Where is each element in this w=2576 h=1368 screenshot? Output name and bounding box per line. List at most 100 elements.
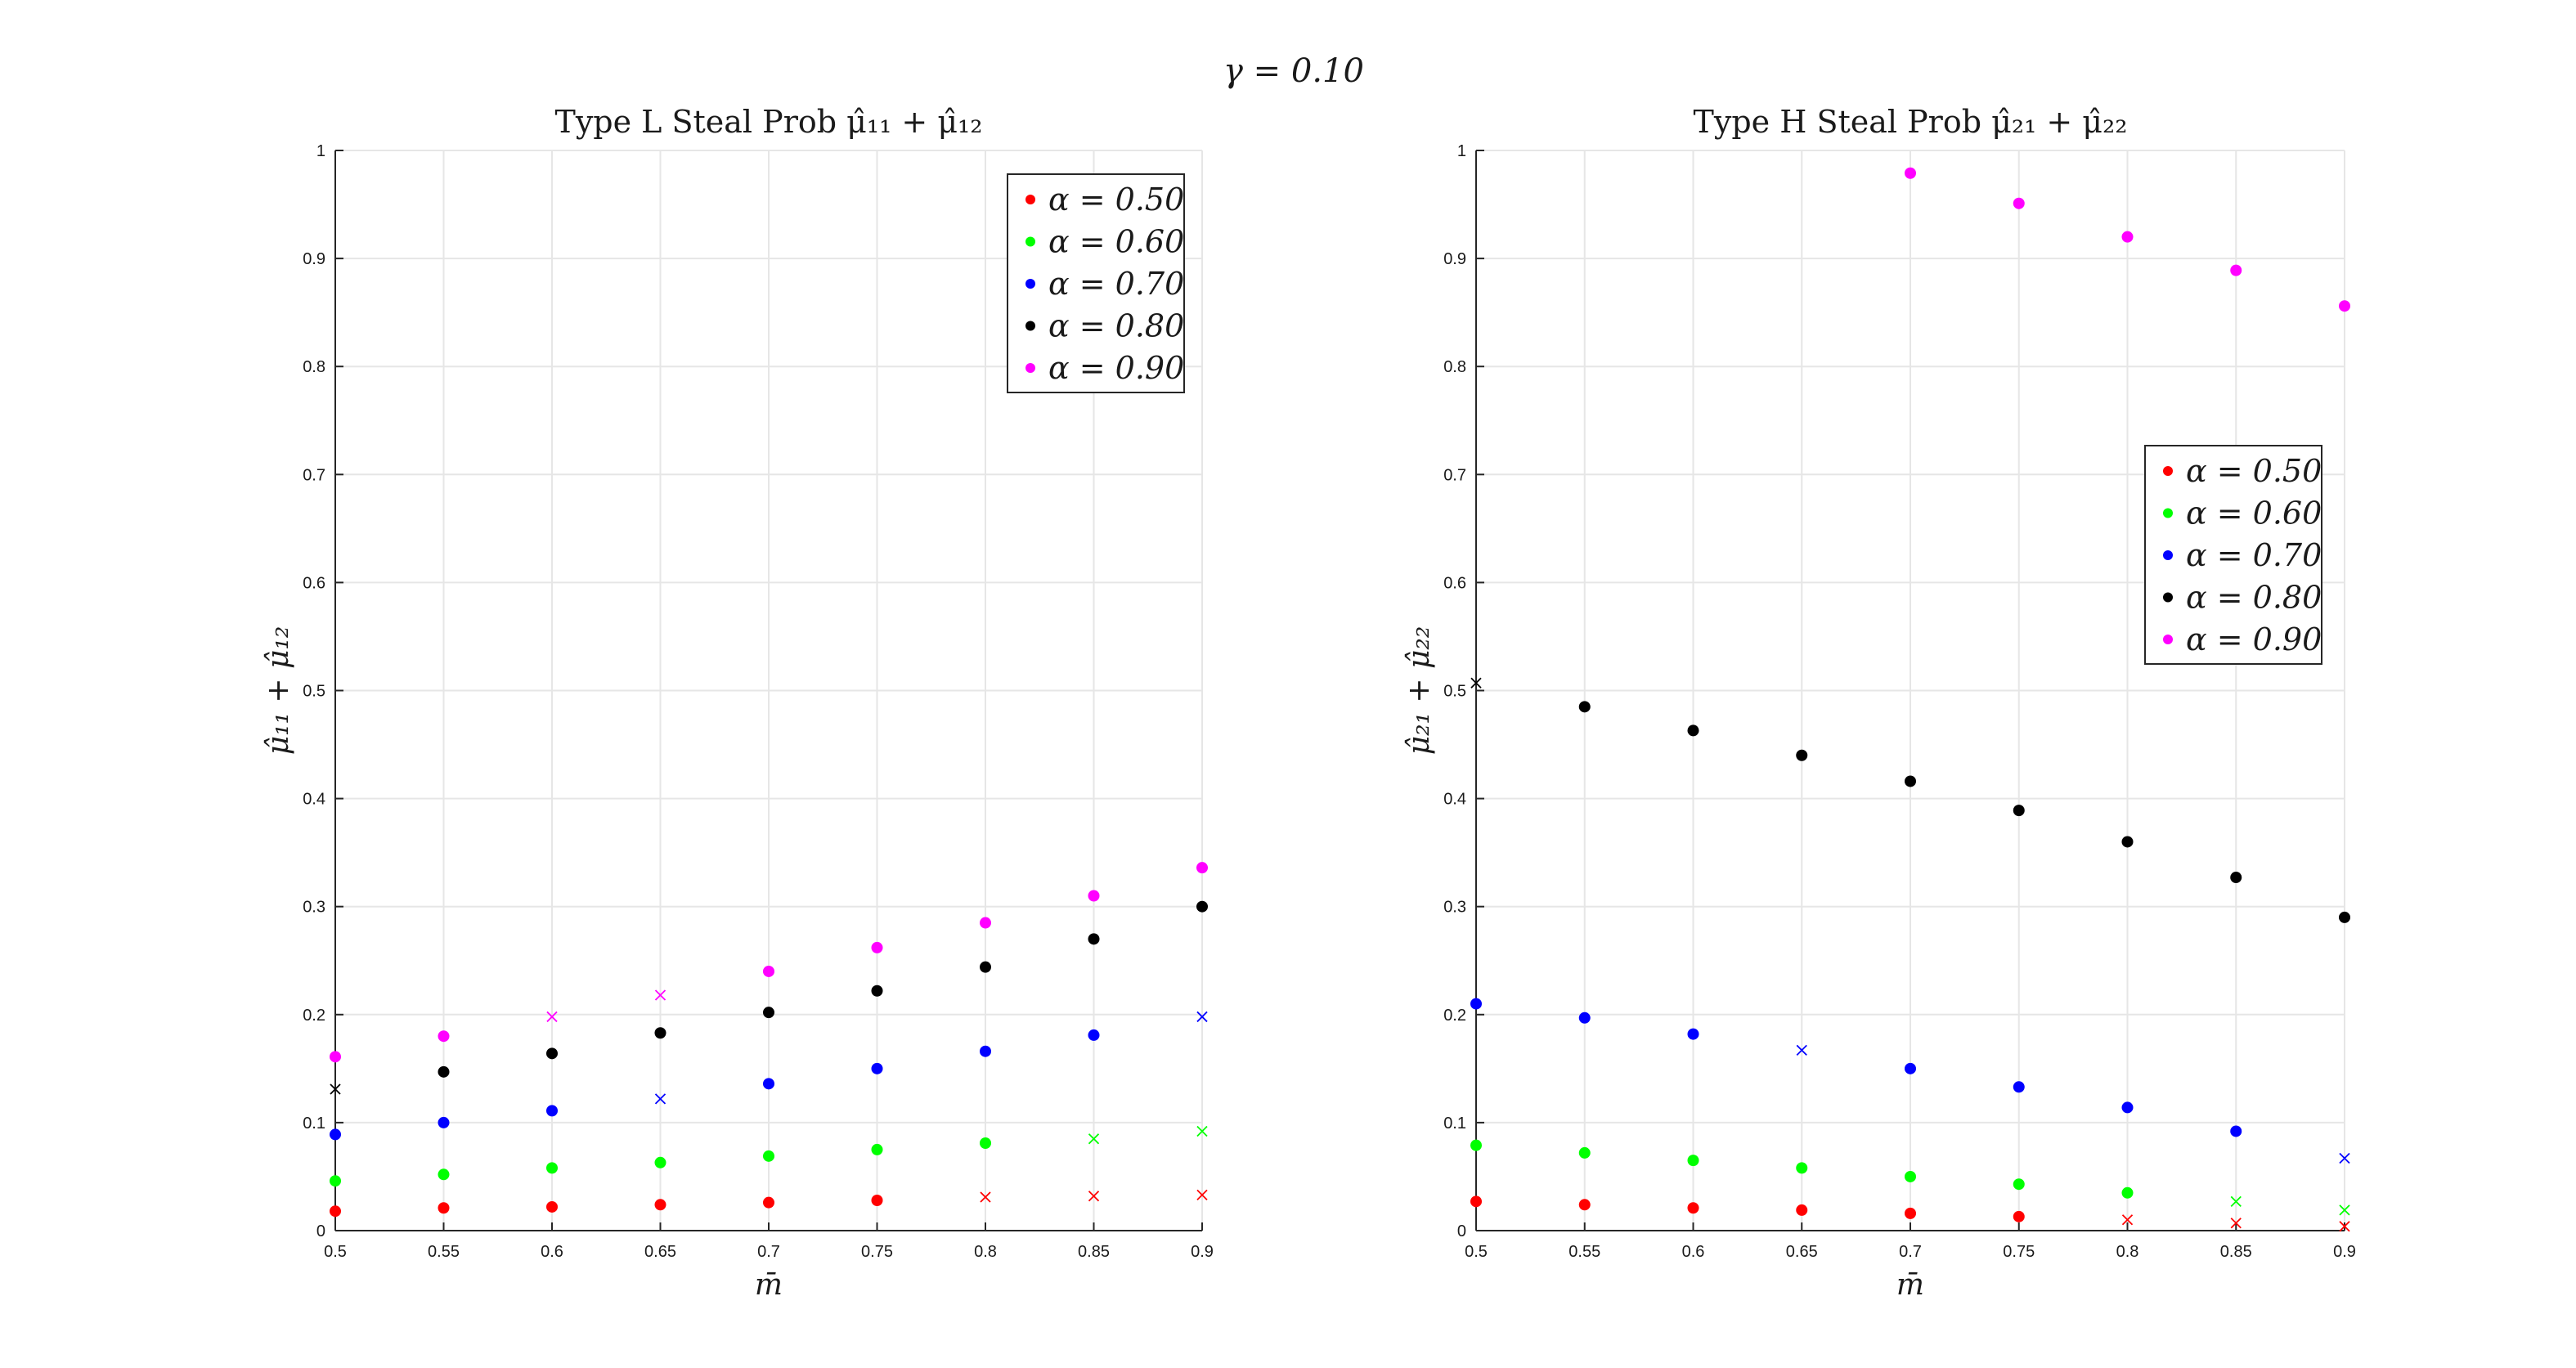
x-tick-label: 0.75 xyxy=(861,1243,893,1261)
data-point xyxy=(2121,836,2134,848)
data-point xyxy=(1578,1199,1591,1211)
data-point xyxy=(2121,1101,2134,1114)
data-point-x-marker xyxy=(1088,1133,1100,1145)
data-point xyxy=(330,1128,341,1141)
data-point xyxy=(1796,1162,1808,1174)
x-tick-label: 0.5 xyxy=(1465,1243,1488,1261)
y-tick-label: 0.3 xyxy=(1443,899,1466,917)
y-tick-label: 0.2 xyxy=(303,1007,325,1025)
chart-title: Type H Steal Prob μ̂₂₁ + μ̂₂₂ xyxy=(1694,104,2128,140)
data-point xyxy=(2013,1210,2025,1222)
data-point xyxy=(1578,1146,1591,1159)
x-tick-label: 0.65 xyxy=(1786,1243,1818,1261)
data-point-x-marker xyxy=(2339,1204,2350,1216)
data-point xyxy=(763,1196,774,1209)
data-point xyxy=(763,1007,774,1019)
data-point xyxy=(1905,775,1916,787)
data-point xyxy=(1905,1207,1916,1219)
data-point xyxy=(438,1168,450,1181)
legend-entry: α = 0.80 xyxy=(2186,580,2322,616)
legend-box xyxy=(1007,173,1185,393)
x-tick-label: 0.75 xyxy=(2003,1243,2035,1261)
data-point xyxy=(871,985,883,997)
data-point xyxy=(1470,1139,1482,1151)
x-tick-label: 0.7 xyxy=(1899,1243,1922,1261)
y-tick-label: 0.6 xyxy=(303,574,325,592)
data-point xyxy=(546,1162,558,1174)
legend-marker xyxy=(2163,592,2173,603)
x-tick-label: 0.85 xyxy=(1078,1243,1110,1261)
y-tick-label: 0.4 xyxy=(303,791,325,809)
y-tick-label: 0.2 xyxy=(1443,1007,1466,1025)
x-tick-label: 0.6 xyxy=(541,1243,563,1261)
data-point xyxy=(980,1045,991,1057)
legend-marker xyxy=(2163,550,2173,560)
data-point xyxy=(1578,701,1591,713)
data-point xyxy=(1905,1062,1916,1074)
data-point-x-marker xyxy=(1796,1044,1807,1056)
figure-suptitle: γ = 0.10 xyxy=(1223,52,1364,90)
data-point xyxy=(1088,1029,1100,1041)
data-point xyxy=(1088,933,1100,945)
legend: α = 0.50 α = 0.60 α = 0.70 α = 0.80 α = 0.90 xyxy=(2144,445,2322,665)
y-tick-label: 0 xyxy=(316,1222,325,1240)
legend-entry: α = 0.90 xyxy=(1048,350,1184,386)
data-point xyxy=(546,1105,558,1117)
data-point-x-marker xyxy=(654,989,666,1001)
legend-marker xyxy=(2163,508,2173,518)
chart-title: Type L Steal Prob μ̂₁₁ + μ̂₁₂ xyxy=(554,104,982,140)
legend-entry: α = 0.60 xyxy=(1048,224,1184,260)
y-axis-label: μ̂₁₁ + μ̂₁₂ xyxy=(262,626,295,756)
data-point xyxy=(980,1137,991,1149)
data-point xyxy=(2230,872,2242,884)
legend: α = 0.50 α = 0.60 α = 0.70 α = 0.80 α = 0.90 xyxy=(1007,173,1185,393)
y-tick-label: 0.7 xyxy=(1443,466,1466,484)
legend-marker xyxy=(1025,236,1035,247)
data-point xyxy=(330,1205,341,1218)
data-point xyxy=(1470,1195,1482,1208)
y-tick-label: 0.9 xyxy=(1443,250,1466,268)
data-point-x-marker xyxy=(1196,1125,1208,1137)
data-point xyxy=(1905,167,1916,179)
x-tick-label: 0.85 xyxy=(2220,1243,2252,1261)
legend-entry: α = 0.60 xyxy=(2186,496,2322,532)
x-axis-label: m̄ xyxy=(755,1268,783,1302)
data-point xyxy=(2230,264,2242,276)
data-point xyxy=(2339,300,2350,312)
data-point-x-marker xyxy=(1088,1191,1100,1202)
data-point-x-marker xyxy=(546,1011,558,1023)
left-chart-type-l-steal-prob: 0.5 0.55 0.6 0.65 0.7 0.75 0.8 0.85 0.9 0 0.1 0.2 0.… xyxy=(262,104,1214,1302)
data-point xyxy=(1196,862,1208,874)
data-point xyxy=(1088,890,1100,902)
y-tick-label: 0.4 xyxy=(1443,791,1466,809)
data-point xyxy=(1578,1011,1591,1024)
legend-marker xyxy=(2163,466,2173,476)
legend-marker xyxy=(1025,363,1035,373)
data-point xyxy=(871,941,883,953)
x-tick-label: 0.55 xyxy=(1568,1243,1600,1261)
data-point-x-marker xyxy=(330,1083,341,1095)
data-point xyxy=(1687,1202,1699,1214)
data-point xyxy=(438,1065,450,1078)
y-tick-label: 0.5 xyxy=(1443,683,1466,701)
data-point-x-marker xyxy=(2230,1195,2242,1207)
y-tick-label: 0.1 xyxy=(1443,1115,1466,1133)
y-tick-label: 0.8 xyxy=(1443,358,1466,376)
data-point xyxy=(1905,1170,1916,1182)
data-point xyxy=(1796,749,1808,761)
x-tick-label: 0.65 xyxy=(644,1243,676,1261)
data-point-x-marker xyxy=(2121,1214,2134,1226)
legend-entry: α = 0.70 xyxy=(2186,537,2322,573)
data-point xyxy=(1687,1155,1699,1167)
data-point xyxy=(763,965,774,977)
data-point xyxy=(654,1027,666,1039)
data-point xyxy=(980,917,991,929)
data-point xyxy=(546,1200,558,1213)
y-tick-label: 0 xyxy=(1457,1222,1466,1240)
data-point xyxy=(1796,1204,1808,1216)
data-point xyxy=(438,1202,450,1214)
legend-entry: α = 0.50 xyxy=(1048,182,1184,218)
y-tick-label: 0.9 xyxy=(303,250,325,268)
data-point-x-marker xyxy=(980,1191,991,1203)
